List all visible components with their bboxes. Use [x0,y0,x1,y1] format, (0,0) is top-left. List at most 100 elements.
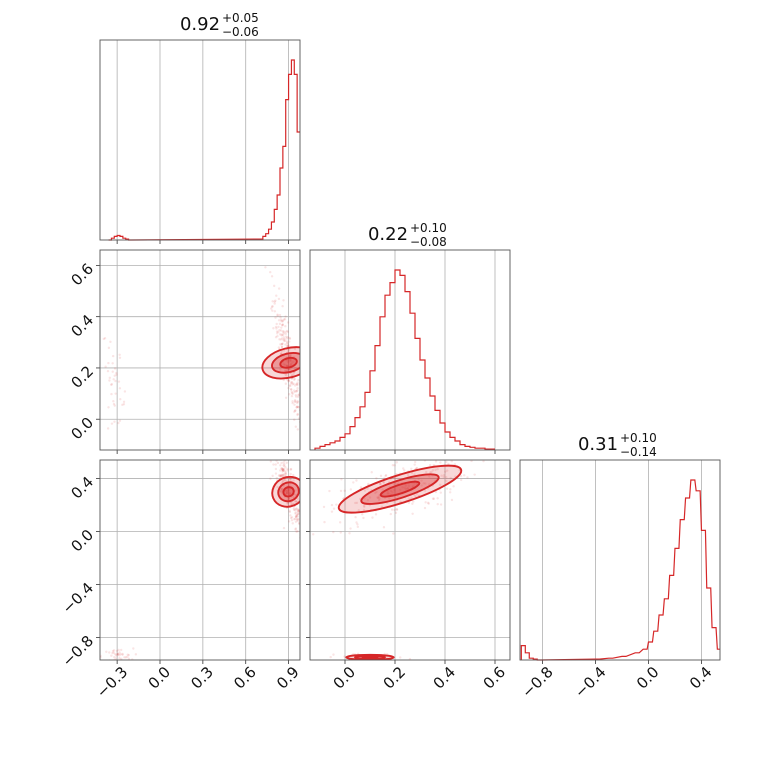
sample-point [440,474,443,477]
sample-point [103,337,107,340]
sample-point [286,502,290,505]
sample-point [363,497,366,500]
sample-point [280,474,283,478]
y-tick-label: 0.4 [67,473,97,503]
sample-point [104,365,107,368]
sample-point [287,497,291,500]
sample-point [302,529,304,531]
title-param-1-minus: −0.06 [222,25,259,39]
sample-point [413,482,416,485]
sample-point [284,466,287,469]
sample-point [375,477,378,480]
sample-point [292,372,295,376]
sample-point [289,468,292,471]
sample-point [286,342,289,345]
sample-point [361,513,364,516]
sample-point [277,287,281,290]
sample-point [482,460,485,463]
sample-point [297,378,300,382]
sample-point [276,461,280,465]
sample-point [289,384,292,388]
sample-point [292,507,296,510]
sample-point [296,517,299,521]
sample-point [276,485,279,489]
sample-point [290,394,294,398]
sample-point [313,541,315,543]
sample-point [273,302,276,305]
sample-point [264,266,267,269]
sample-point [421,446,423,448]
sample-point [118,356,122,360]
sample-point [439,483,442,487]
sample-point [271,474,274,478]
sample-point [401,486,404,489]
sample-point [271,452,273,454]
sample-point [328,489,331,493]
sample-point [121,653,124,656]
joint-param-1-param-3-panel [96,447,315,664]
sample-point [296,515,299,518]
sample-point [284,472,288,476]
sample-point [284,330,287,334]
sample-point [276,447,278,449]
sample-point [279,343,282,346]
sample-point [296,413,299,417]
sample-point [395,461,398,464]
sample-point [293,409,297,413]
sample-point [323,520,326,524]
x-tick-labels-param-2: 0.0 0.2 0.4 0.6 [330,663,510,693]
sample-point [112,651,115,654]
sample-point [121,652,124,656]
sample-point [118,654,121,657]
sample-point [282,318,286,321]
sample-point [394,477,397,480]
sample-point [119,397,122,401]
sample-point [283,464,286,468]
sample-point [288,477,292,480]
sample-point [280,319,283,323]
sample-point [332,653,335,656]
sample-point [275,327,278,330]
sample-point [420,484,423,487]
sample-point [288,488,291,491]
sample-point [291,400,294,403]
contour-line [271,351,300,374]
sample-point [284,471,288,474]
sample-point [294,395,298,398]
sample-point [407,484,411,488]
sample-point [291,502,294,505]
sample-point [439,461,442,464]
contour-line [379,480,421,498]
x-tick-label: 0.4 [430,663,460,693]
sample-point [310,454,312,456]
sample-point [292,508,296,512]
sample-point [281,474,285,477]
marginal-param-1-panel [99,39,301,244]
sample-point [295,406,298,409]
contour-fill [278,482,299,502]
sample-point [343,489,346,492]
sample-point [376,496,380,500]
sample-point [423,506,427,510]
sample-point [278,474,281,478]
sample-point [280,473,283,477]
sample-point [419,455,421,457]
sample-point [374,513,378,516]
sample-point [279,318,283,321]
sample-point [297,393,300,397]
sample-point [378,482,382,486]
sample-point [450,460,453,463]
sample-point [272,284,276,288]
x-tick-labels-param-1: −0.3 0.0 0.3 0.6 0.9 [93,663,303,701]
sample-point [279,464,282,467]
sample-point [434,468,437,472]
sample-point [285,461,288,464]
sample-point [112,649,116,652]
sample-point [430,470,433,474]
x-tick-label: 0.0 [145,663,175,693]
sample-point [289,363,292,366]
sample-point [279,475,283,478]
sample-point [366,498,370,502]
title-param-2-minus: −0.08 [410,235,447,249]
sample-point [116,652,120,656]
